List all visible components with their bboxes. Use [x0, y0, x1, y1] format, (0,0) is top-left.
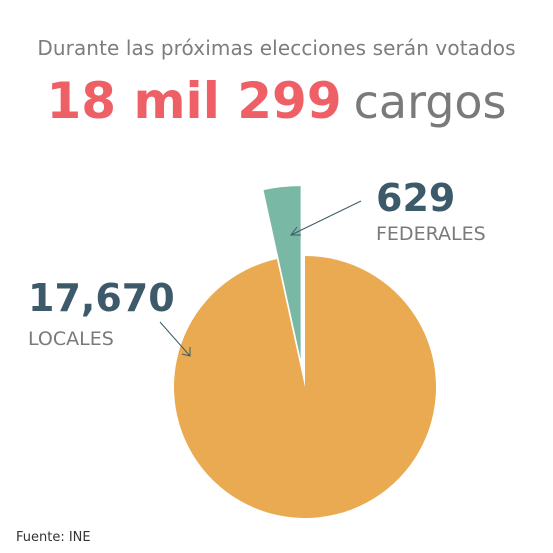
- locales-value: 17,670: [28, 276, 175, 320]
- federales-value: 629: [376, 176, 456, 220]
- locales-label: LOCALES: [28, 328, 114, 350]
- federales-label: FEDERALES: [376, 223, 486, 245]
- pie-slice-federales: [263, 186, 301, 360]
- callout-line-federales: [290, 200, 362, 236]
- total-unit: cargos: [353, 75, 507, 129]
- chart-subtitle: Durante las próximas elecciones serán vo…: [37, 36, 516, 60]
- source-note: Fuente: INE: [16, 530, 91, 545]
- callout-arrow-federales: [290, 226, 301, 236]
- callout-line-locales: [159, 321, 191, 357]
- callout-arrow-locales: [181, 347, 191, 357]
- chart-headline: 18 mil 299 cargos: [0, 72, 553, 130]
- pie-slice-locales: [173, 256, 436, 518]
- total-count: 18 mil 299: [46, 72, 342, 130]
